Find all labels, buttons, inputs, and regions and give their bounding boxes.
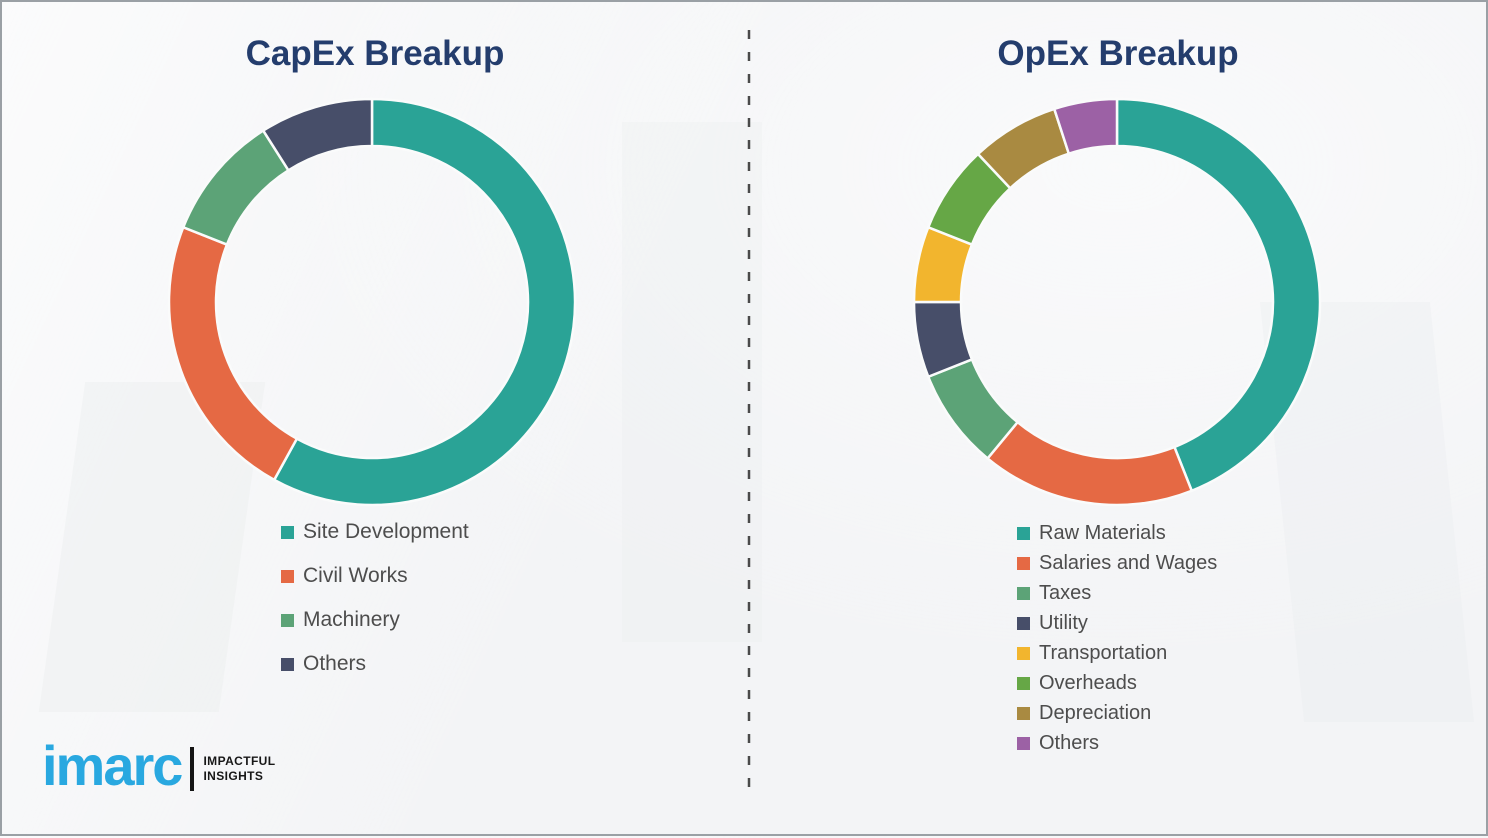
legend-item-others: Others xyxy=(1017,728,1217,758)
capex-chart-title: CapEx Breakup xyxy=(245,34,505,73)
legend-item-salaries-and-wages: Salaries and Wages xyxy=(1017,548,1217,578)
legend-swatch-icon xyxy=(1017,676,1030,690)
donut-segment-site-development xyxy=(272,97,577,507)
donut-segment-raw-materials xyxy=(1115,97,1322,493)
donut-segment-others xyxy=(261,97,374,173)
legend-swatch-icon xyxy=(1017,736,1030,750)
legend-swatch-icon xyxy=(1017,706,1030,720)
opex-legend: Raw Materials Salaries and Wages Taxes Util… xyxy=(1017,518,1217,758)
legend-label: Salaries and Wages xyxy=(1039,551,1218,574)
legend-swatch-icon xyxy=(1017,646,1030,660)
legend-label: Taxes xyxy=(1039,581,1092,604)
legend-label: Others xyxy=(1039,731,1100,754)
legend-item-utility: Utility xyxy=(1017,608,1217,638)
capex-legend: Site Development Civil Works Machinery Othe… xyxy=(281,510,469,686)
legend-label: Raw Materials xyxy=(1039,521,1166,544)
opex-chart-title: OpEx Breakup xyxy=(997,34,1239,73)
legend-item-depreciation: Depreciation xyxy=(1017,698,1217,728)
legend-swatch-icon xyxy=(281,525,294,539)
imarc-tagline-line1: IMPACTFUL xyxy=(203,754,276,768)
legend-item-site-development: Site Development xyxy=(281,510,469,554)
legend-label: Depreciation xyxy=(1039,701,1152,724)
imarc-logo: imarc IMPACTFUL INSIGHTS xyxy=(42,738,275,794)
dashed-divider-line xyxy=(747,30,751,792)
imarc-logo-wordmark: imarc xyxy=(42,734,183,797)
legend-label: Utility xyxy=(1039,611,1088,634)
legend-item-others: Others xyxy=(281,642,469,686)
capex-donut-chart xyxy=(167,97,577,507)
legend-swatch-icon xyxy=(1017,616,1030,630)
legend-label: Transportation xyxy=(1039,641,1168,664)
legend-item-overheads: Overheads xyxy=(1017,668,1217,698)
legend-swatch-icon xyxy=(281,613,294,627)
legend-swatch-icon xyxy=(1017,556,1030,570)
legend-item-taxes: Taxes xyxy=(1017,578,1217,608)
imarc-logo-divider-bar xyxy=(190,747,195,791)
imarc-logo-tagline: IMPACTFUL INSIGHTS xyxy=(203,754,275,784)
legend-item-machinery: Machinery xyxy=(281,598,469,642)
legend-swatch-icon xyxy=(281,657,294,671)
legend-label: Others xyxy=(303,652,367,675)
legend-label: Machinery xyxy=(303,608,400,631)
imarc-tagline-line2: INSIGHTS xyxy=(203,769,264,783)
legend-label: Site Development xyxy=(303,520,469,543)
legend-label: Overheads xyxy=(1039,671,1137,694)
legend-swatch-icon xyxy=(1017,526,1030,540)
legend-item-transportation: Transportation xyxy=(1017,638,1217,668)
opex-donut-chart xyxy=(912,97,1322,507)
legend-label: Civil Works xyxy=(303,564,408,587)
legend-item-raw-materials: Raw Materials xyxy=(1017,518,1217,548)
donut-segment-salaries-and-wages xyxy=(985,420,1194,507)
legend-swatch-icon xyxy=(1017,586,1030,600)
legend-item-civil-works: Civil Works xyxy=(281,554,469,598)
legend-swatch-icon xyxy=(281,569,294,583)
donut-segment-others xyxy=(1052,97,1119,156)
donut-segment-civil-works xyxy=(167,225,299,482)
